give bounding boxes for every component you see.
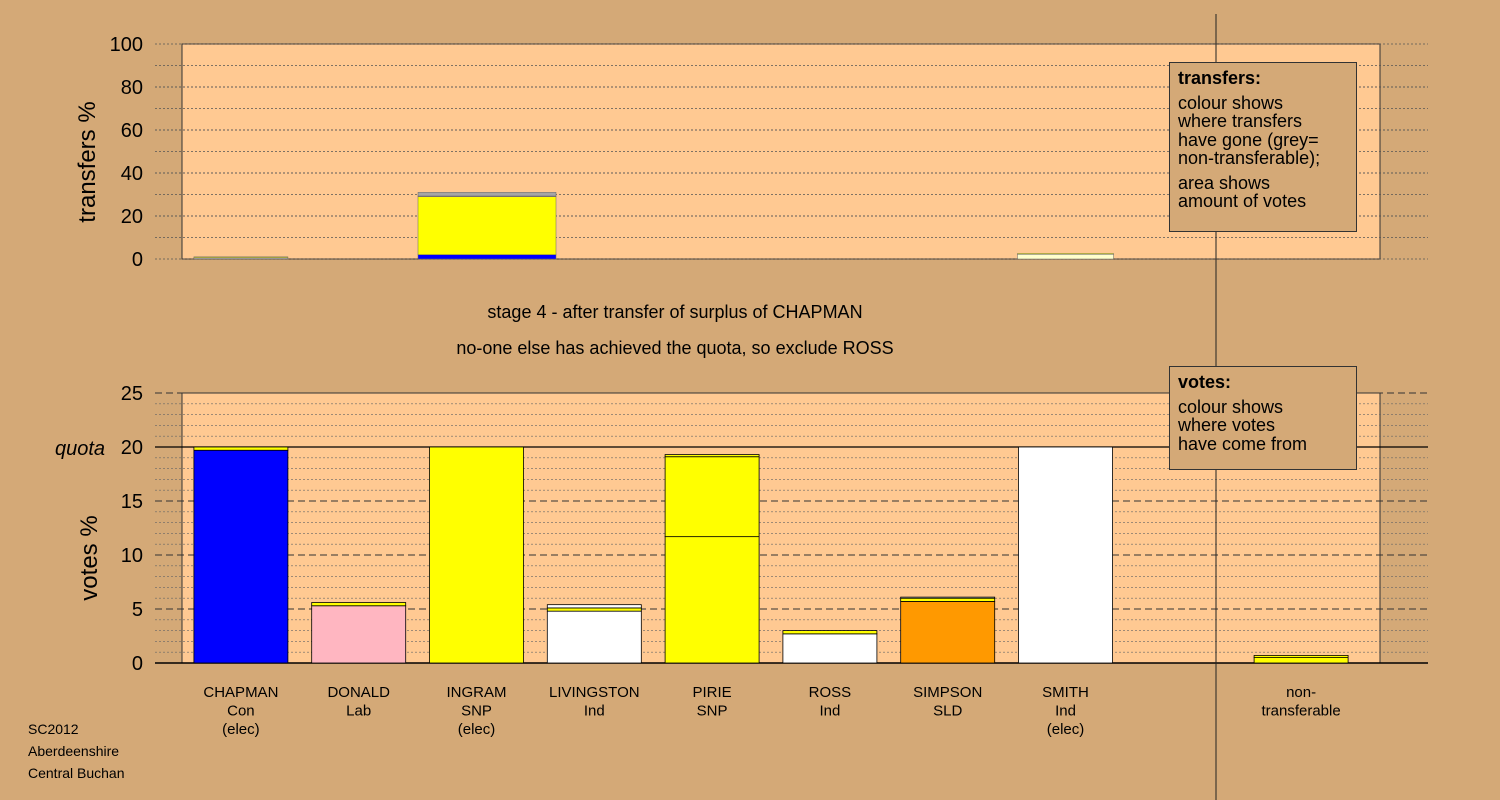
votes-category-label: (elec) [222, 721, 260, 738]
votes-legend: votes: colour shows where votes have com… [1169, 366, 1357, 470]
transfers-bar-segment [417, 192, 557, 197]
votes-category-label: (elec) [1047, 721, 1085, 738]
transfers-bar-segment [1017, 253, 1114, 255]
votes-bar-segment [782, 630, 878, 635]
votes-bar-segment [311, 605, 407, 664]
quota-label: quota [55, 438, 106, 460]
votes-category-label: SLD [933, 703, 962, 720]
transfers-axis-label: transfers % [74, 101, 101, 223]
votes-tick-label: 15 [121, 491, 143, 513]
votes-category-label: SIMPSON [913, 684, 982, 701]
votes-category-label: (elec) [458, 721, 496, 738]
footer-ward: Central Buchan [28, 765, 125, 781]
votes-bar-segment [664, 536, 760, 664]
transfers-bar-segment [1017, 254, 1114, 260]
votes-legend-text: colour shows where votes have come from [1178, 396, 1308, 454]
votes-category-label: SNP [461, 703, 492, 720]
votes-bar-segment [193, 446, 289, 451]
votes-category-label: ROSS [809, 684, 852, 701]
votes-category-label: Con [227, 703, 255, 720]
votes-bar-segment [1018, 446, 1113, 664]
footer-election: SC2012 [28, 721, 79, 737]
votes-bar-segment [546, 610, 642, 664]
votes-bar-segment [900, 596, 996, 599]
transfers-legend-title: transfers: [1178, 68, 1262, 88]
votes-bar-segment [311, 602, 407, 607]
transfers-tick-label: 0 [132, 249, 143, 271]
votes-bar-segment [900, 597, 996, 602]
votes-axis-label: votes % [76, 515, 103, 601]
votes-bar-segment [193, 449, 289, 664]
votes-category-label: LIVINGSTON [549, 684, 640, 701]
transfers-tick-label: 20 [121, 206, 143, 228]
votes-category-label: transferable [1261, 703, 1340, 720]
transfers-bar-segment [193, 256, 289, 258]
votes-category-label: SNP [697, 703, 728, 720]
votes-tick-label: 0 [132, 653, 143, 675]
transfers-tick-label: 80 [121, 77, 143, 99]
votes-bar-segment [546, 607, 642, 612]
stage-title: stage 4 - after transfer of surplus of C… [487, 302, 863, 322]
votes-bar-segment [900, 601, 996, 664]
votes-category-label: CHAPMAN [203, 684, 278, 701]
votes-bar-segment [1253, 655, 1349, 659]
votes-category-label: INGRAM [447, 684, 507, 701]
transfers-bar-segment [417, 254, 557, 260]
votes-bar-segment [664, 454, 760, 458]
footer-council: Aberdeenshire [28, 743, 120, 759]
transfers-bar-segment [417, 196, 557, 255]
votes-bar-segment [429, 446, 524, 664]
votes-category-label: non- [1286, 684, 1316, 701]
votes-category-label: PIRIE [693, 684, 732, 701]
votes-category-label: Ind [1055, 703, 1076, 720]
transfers-tick-label: 100 [110, 34, 143, 56]
footer: SC2012 Aberdeenshire Central Buchan [28, 718, 125, 784]
votes-tick-label: 20 [121, 437, 143, 459]
votes-legend-title: votes: [1178, 372, 1232, 392]
votes-tick-label: 10 [121, 545, 143, 567]
votes-tick-label: 25 [121, 383, 143, 405]
votes-bar-segment [546, 604, 642, 609]
votes-category-label: Ind [584, 703, 605, 720]
votes-bar-segment [664, 456, 760, 538]
transfers-legend-text-area: area shows amount of votes [1178, 172, 1307, 211]
votes-category-label: Ind [819, 703, 840, 720]
votes-bar-segment [1253, 657, 1349, 664]
transfers-legend: transfers: colour shows where transfers … [1169, 62, 1357, 232]
votes-category-label: DONALD [327, 684, 390, 701]
transfers-legend-text: colour shows where transfers have gone (… [1178, 92, 1321, 168]
votes-bar-segment [782, 633, 878, 664]
transfers-tick-label: 40 [121, 163, 143, 185]
votes-category-label: Lab [346, 703, 371, 720]
votes-tick-label: 5 [132, 599, 143, 621]
transfers-tick-label: 60 [121, 120, 143, 142]
votes-category-label: SMITH [1042, 684, 1089, 701]
stage-subtitle: no-one else has achieved the quota, so e… [456, 338, 894, 358]
